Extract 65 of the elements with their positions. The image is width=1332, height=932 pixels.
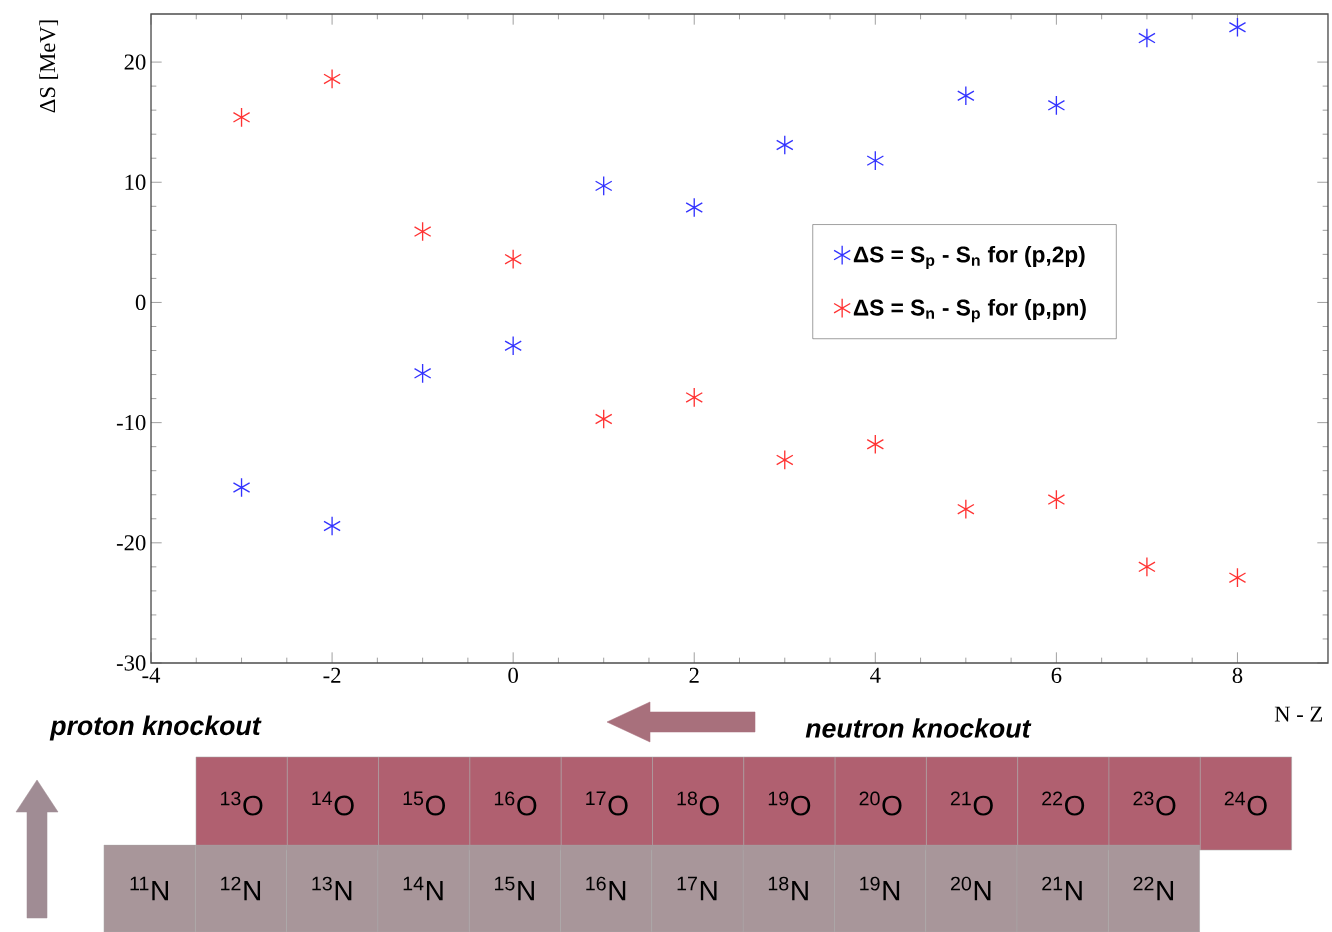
- y-tick-label: -20: [116, 535, 146, 551]
- point: [1047, 489, 1066, 510]
- point: [413, 363, 432, 384]
- x-tick-label: 0: [508, 667, 518, 684]
- text: $^{19}$N: [860, 876, 900, 901]
- point: [1228, 17, 1247, 38]
- point: [1138, 556, 1156, 577]
- text: $^{18}$N: [768, 876, 808, 901]
- point: [776, 135, 794, 156]
- y-axis-title: ΔS [MeV]: [39, 20, 59, 113]
- text: $^{17}$O: [586, 791, 628, 816]
- text: $^{15}$N: [495, 876, 534, 901]
- point: [685, 387, 703, 408]
- text: $^{21}$N: [1042, 876, 1082, 901]
- text: $^{12}$N: [221, 876, 261, 901]
- point: [866, 150, 885, 171]
- point: [957, 85, 975, 106]
- text: $^{20}$O: [859, 791, 902, 816]
- text: $^{13}$O: [221, 791, 263, 816]
- y-tick-label: 0: [135, 294, 146, 311]
- text: $^{11}$N: [130, 876, 168, 901]
- y-tick-label: -10: [116, 414, 146, 431]
- text: proton knockout: [49, 715, 262, 741]
- x-tick-label: 2: [689, 667, 699, 683]
- point: [232, 107, 251, 128]
- point: [594, 409, 613, 430]
- text: $^{16}$N: [586, 876, 626, 901]
- text: $^{19}$O: [768, 791, 811, 816]
- legend-label: ΔS = S$_{n}$ - S$_{p}$ for (p,pn): [853, 298, 1086, 323]
- text: $^{17}$N: [677, 876, 717, 901]
- x-axis-title: N - Z: [1274, 706, 1323, 722]
- point: [957, 499, 975, 520]
- x-tick-label: 4: [870, 667, 881, 683]
- point: [323, 68, 341, 89]
- text: $^{24}$O: [1224, 791, 1267, 816]
- point: [232, 477, 251, 498]
- y-tick-label: 20: [124, 54, 146, 70]
- point: [685, 197, 703, 218]
- text: $^{15}$O: [403, 791, 446, 816]
- y-tick-label: 10: [125, 174, 146, 190]
- text: $^{14}$O: [312, 791, 354, 816]
- text: $^{16}$O: [494, 791, 537, 816]
- text: neutron knockout: [805, 718, 1032, 738]
- x-tick-label: -2: [323, 667, 341, 683]
- text: $^{21}$O: [950, 791, 993, 816]
- point: [594, 175, 613, 196]
- text: $^{20}$N: [950, 876, 991, 901]
- text: $^{13}$N: [312, 876, 352, 901]
- point: [504, 335, 522, 356]
- text: $^{18}$O: [677, 791, 719, 816]
- point: [1228, 567, 1247, 588]
- legend-label: ΔS = S$_{p}$ - S$_{n}$ for (p,2p): [853, 245, 1085, 270]
- point: [866, 434, 885, 455]
- point: [504, 249, 522, 270]
- text: $^{22}$O: [1042, 791, 1085, 816]
- point: [1047, 95, 1066, 116]
- x-tick-label: 6: [1051, 667, 1062, 683]
- point: [1138, 28, 1156, 49]
- text: $^{23}$O: [1133, 791, 1176, 816]
- point: [323, 515, 341, 536]
- point: [776, 449, 794, 470]
- text: $^{14}$N: [403, 876, 443, 901]
- text: $^{22}$N: [1133, 876, 1174, 901]
- point: [413, 221, 432, 242]
- x-tick-label: 8: [1232, 667, 1243, 684]
